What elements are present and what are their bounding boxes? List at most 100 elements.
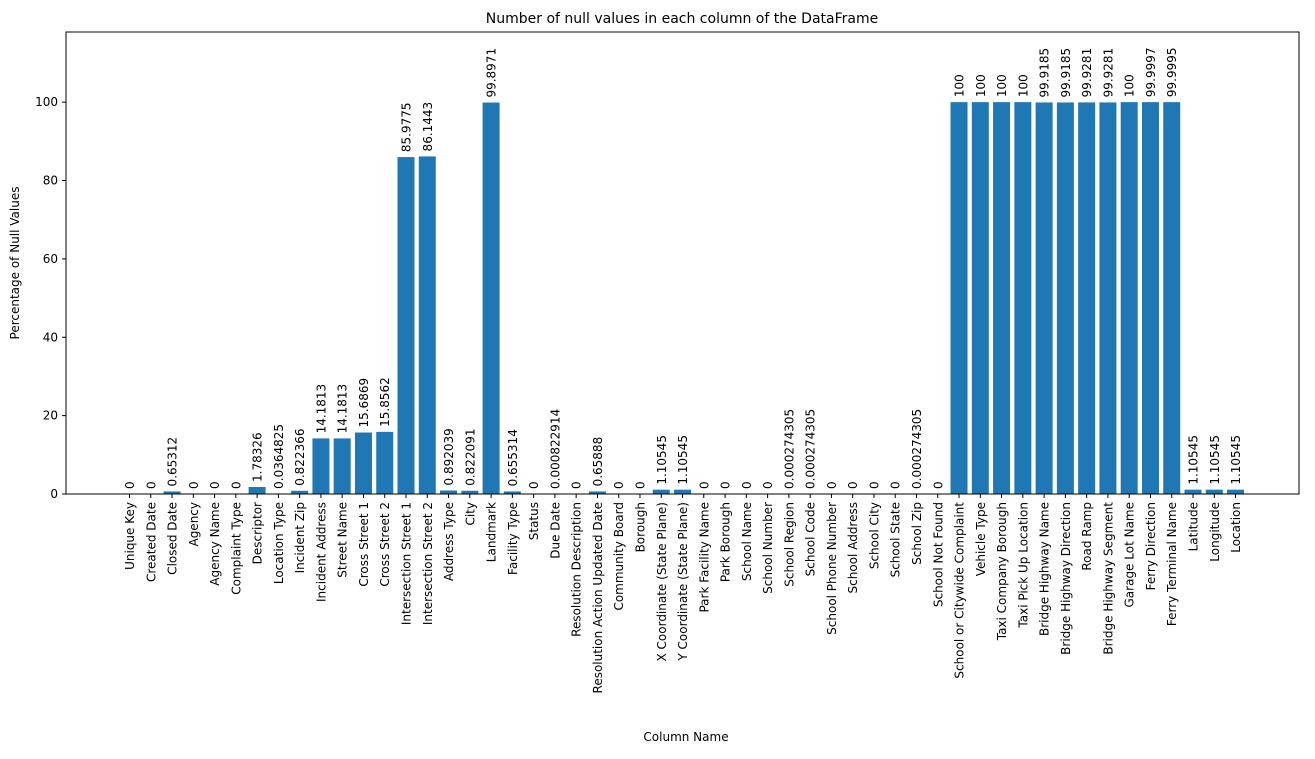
bar-value-label: 0: [208, 481, 222, 489]
x-tick-label: School Not Found: [931, 502, 945, 607]
bar-value-label: 0.892039: [442, 428, 456, 485]
x-tick-label: Unique Key: [123, 502, 137, 570]
x-tick-label: School Number: [761, 502, 775, 594]
bar-value-label: 99.8971: [485, 48, 499, 98]
y-tick-label: 100: [35, 95, 58, 109]
bar-value-label: 100: [995, 74, 1009, 97]
x-tick-label: School State: [889, 502, 903, 577]
chart-title: Number of null values in each column of …: [486, 11, 878, 27]
y-axis-label: Percentage of Null Values: [8, 187, 22, 340]
x-tick-label: Longitude: [1208, 502, 1222, 562]
x-tick-label: Facility Type: [506, 502, 520, 575]
x-tick-label: Resolution Description: [570, 502, 584, 637]
bar-value-label: 0.65312: [166, 437, 180, 487]
x-tick-label: Resolution Action Updated Date: [591, 502, 605, 693]
x-tick-label: School Name: [740, 502, 754, 581]
bar: [951, 102, 968, 494]
bar: [355, 433, 372, 494]
bar-value-label: 0.000274305: [910, 409, 924, 489]
x-tick-label: Address Type: [442, 502, 456, 581]
x-tick-label: Bridge Highway Name: [1038, 502, 1052, 636]
bar: [1206, 490, 1223, 494]
x-tick-label: Intersection Street 1: [400, 502, 414, 625]
bar-value-label: 99.9281: [1080, 48, 1094, 98]
x-tick-label: School or Citywide Complaint: [953, 502, 967, 679]
bar: [1078, 102, 1095, 494]
x-tick-label: Incident Address: [314, 502, 328, 602]
bar-value-label: 0: [123, 481, 137, 489]
x-axis-label: Column Name: [643, 730, 728, 744]
bar: [312, 438, 329, 494]
bar: [249, 487, 266, 494]
x-tick-label: Closed Date: [166, 502, 180, 575]
y-tick-label: 80: [43, 174, 58, 188]
bar: [483, 103, 500, 494]
x-tick-label: Street Name: [336, 502, 350, 578]
bar-value-label: 86.1443: [421, 102, 435, 152]
bar: [1036, 102, 1053, 494]
bar-value-label: 0: [846, 481, 860, 489]
x-tick-label: Status: [527, 502, 541, 540]
x-tick-label: Y Coordinate (State Plane): [676, 502, 690, 662]
x-tick-label: Location: [1229, 502, 1243, 553]
x-tick-label: School Zip: [910, 502, 924, 565]
x-tick-label: Landmark: [485, 502, 499, 562]
bar-value-label: 99.9185: [1059, 48, 1073, 98]
x-tick-label: Agency Name: [208, 502, 222, 586]
x-tick-label: Latitude: [1187, 502, 1201, 551]
bar-value-label: 99.9997: [1144, 48, 1158, 98]
bar-value-label: 100: [1016, 74, 1030, 97]
bar-value-label: 0.0364825: [272, 424, 286, 489]
bar-value-label: 0: [570, 481, 584, 489]
bar-value-label: 99.9995: [1165, 48, 1179, 98]
x-tick-label: Ferry Direction: [1144, 502, 1158, 590]
bar-value-label: 99.9185: [1038, 48, 1052, 98]
x-tick-label: Location Type: [272, 502, 286, 584]
x-tick-label: Cross Street 1: [357, 502, 371, 587]
bar-value-label: 99.9281: [1101, 48, 1115, 98]
bar-value-label: 0: [889, 481, 903, 489]
bar-value-label: 0: [633, 481, 647, 489]
bar-value-label: 1.10545: [1229, 435, 1243, 485]
bar: [1099, 102, 1116, 494]
bar-value-label: 14.1813: [314, 384, 328, 434]
bar-value-label: 0: [931, 481, 945, 489]
bar: [419, 156, 436, 494]
bar: [1014, 102, 1031, 494]
bar-value-label: 15.6869: [357, 378, 371, 428]
bar-value-label: 0.65888: [591, 437, 605, 487]
bar: [1227, 490, 1244, 494]
y-tick-label: 0: [50, 487, 58, 501]
x-tick-label: Ferry Terminal Name: [1165, 502, 1179, 626]
bar-value-label: 0.000822914: [548, 409, 562, 489]
bar-value-label: 14.1813: [336, 384, 350, 434]
x-tick-label: Road Ramp: [1080, 502, 1094, 571]
y-tick-label: 60: [43, 252, 58, 266]
bar-value-label: 0: [527, 481, 541, 489]
x-tick-label: Agency: [187, 502, 201, 547]
bar-value-label: 0.822091: [463, 429, 477, 486]
x-tick-label: School Phone Number: [825, 502, 839, 635]
y-tick-label: 40: [43, 330, 58, 344]
x-tick-label: Bridge Highway Direction: [1059, 502, 1073, 655]
x-tick-label: Cross Street 2: [378, 502, 392, 587]
bar: [1163, 102, 1180, 494]
bar-value-label: 0.000274305: [782, 409, 796, 489]
bar-value-label: 0: [229, 481, 243, 489]
bar-value-label: 1.10545: [1187, 435, 1201, 485]
bar: [376, 432, 393, 494]
bar-value-label: 0: [187, 481, 201, 489]
x-tick-label: Incident Zip: [293, 502, 307, 573]
bar-value-label: 0: [740, 481, 754, 489]
x-tick-label: Complaint Type: [229, 502, 243, 595]
x-tick-label: Park Borough: [719, 502, 733, 582]
x-tick-label: School Region: [782, 502, 796, 587]
x-tick-label: School City: [867, 502, 881, 569]
x-tick-label: Taxi Company Borough: [995, 502, 1009, 641]
bar-value-label: 0: [697, 481, 711, 489]
x-tick-label: Borough: [633, 502, 647, 552]
